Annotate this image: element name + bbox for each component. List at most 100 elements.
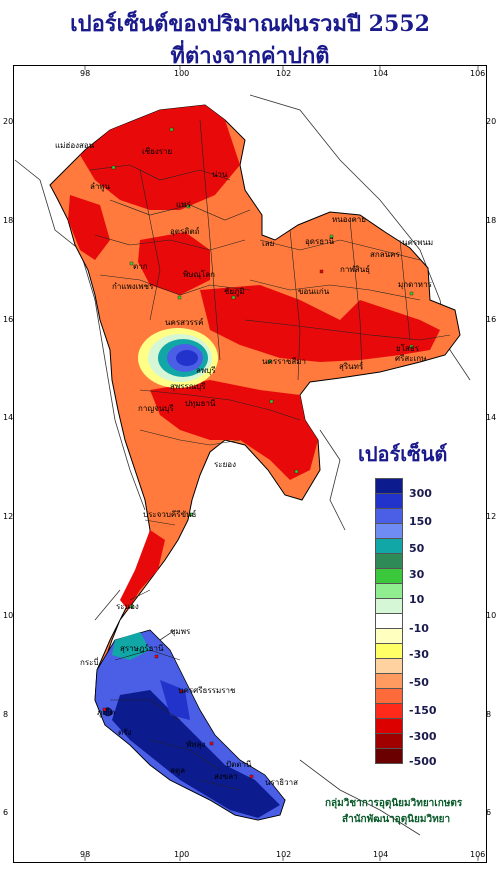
province-label: ระนอง xyxy=(116,602,139,611)
legend-swatch xyxy=(375,583,403,599)
lat-tick: 16 xyxy=(3,315,14,324)
province-label: น่าน xyxy=(212,170,228,179)
legend-swatch xyxy=(375,598,403,614)
province-label: เลย xyxy=(262,239,275,248)
province-label: อุตรดิตถ์ xyxy=(170,227,200,236)
province-label: หนองคาย xyxy=(332,215,366,224)
lon-tick: 102 xyxy=(276,69,292,78)
province-label: นครสวรรค์ xyxy=(165,318,204,327)
legend-label: -150 xyxy=(409,704,437,717)
province-label: สตูล xyxy=(170,766,185,775)
legend-swatch xyxy=(375,673,403,689)
province-label: ชุมพร xyxy=(170,627,191,636)
legend-label: -50 xyxy=(409,676,429,689)
legend-swatch xyxy=(375,538,403,554)
legend-label: -300 xyxy=(409,730,437,743)
legend-swatch xyxy=(375,523,403,539)
province-label: ชัยภูมิ xyxy=(224,287,245,296)
lon-tick: 104 xyxy=(373,850,389,859)
province-label: สุรินทร์ xyxy=(339,362,364,371)
legend-label: 150 xyxy=(409,515,432,528)
legend-swatch xyxy=(375,628,403,644)
province-label: กระบี่ xyxy=(80,658,99,667)
legend-swatch xyxy=(375,643,403,659)
legend-swatch xyxy=(375,748,403,764)
lon-tick: 106 xyxy=(470,69,486,78)
province-label: พิษณุโลก xyxy=(183,270,216,279)
lat-tick: 14 xyxy=(3,413,14,422)
legend-swatch xyxy=(375,733,403,749)
lon-tick: 100 xyxy=(174,69,190,78)
province-label: ลพบุรี xyxy=(196,366,216,375)
legend-swatch xyxy=(375,508,403,524)
lon-tick: 100 xyxy=(174,850,190,859)
lat-tick: 6 xyxy=(3,808,9,817)
province-label: ตรัง xyxy=(118,728,132,737)
province-label: อุดรธานี xyxy=(305,237,335,246)
province-label: สกลนคร xyxy=(370,250,400,259)
province-label: นราธิวาส xyxy=(265,778,299,787)
legend-label: 300 xyxy=(409,487,432,500)
credit-line2: สำนักพัฒนาอุตุนิยมวิทยา xyxy=(342,814,451,825)
legend-title: เปอร์เซ็นต์ xyxy=(358,442,448,466)
legend-label: -30 xyxy=(409,648,429,661)
lat-tick: 16 xyxy=(486,315,497,324)
province-label: ขอนแก่น xyxy=(298,287,330,296)
lon-tick: 98 xyxy=(80,850,91,859)
province-label: ยโสธร xyxy=(396,344,420,353)
province-label: มุกดาหาร xyxy=(398,280,432,289)
legend-swatch xyxy=(375,478,403,494)
province-label: ระยอง xyxy=(214,460,236,469)
province-label: ประจวบคีรีขันธ์ xyxy=(143,510,197,519)
province-label: นครราชสีมา xyxy=(262,357,306,366)
lon-tick: 104 xyxy=(373,69,389,78)
lat-tick: 18 xyxy=(3,216,14,225)
lat-tick: 20 xyxy=(3,117,14,126)
legend-label: 10 xyxy=(409,593,425,606)
legend-swatch xyxy=(375,493,403,509)
province-label: ปัตตานี xyxy=(226,760,252,769)
lat-tick: 12 xyxy=(3,512,14,521)
lat-tick: 10 xyxy=(486,611,497,620)
province-label: นครศรีธรรมราช xyxy=(178,686,236,695)
lat-tick: 10 xyxy=(3,611,14,620)
lon-tick: 102 xyxy=(276,850,292,859)
lon-tick: 106 xyxy=(470,850,486,859)
province-label: ปทุมธานี xyxy=(185,399,216,408)
legend-swatch xyxy=(375,553,403,569)
lat-tick: 8 xyxy=(486,710,492,719)
province-label: แพร่ xyxy=(176,200,191,209)
legend-label: 30 xyxy=(409,568,425,581)
lat-tick: 20 xyxy=(486,117,497,126)
legend-swatch xyxy=(375,613,403,629)
province-label: กาญจนบุรี xyxy=(138,404,174,413)
province-label: แม่ฮ่องสอน xyxy=(55,141,95,150)
lat-tick: 6 xyxy=(486,808,492,817)
province-label: สุราษฎร์ธานี xyxy=(120,644,164,653)
lat-tick: 14 xyxy=(486,413,497,422)
province-label: ตาก xyxy=(133,262,148,271)
province-label: เชียงราย xyxy=(142,147,173,156)
province-label: ศรีสะเกษ xyxy=(395,354,427,363)
map-title-line1: เปอร์เซ็นต์ของปริมาณฝนรวมปี 2552 xyxy=(70,11,430,37)
province-label: ภูเก็ต xyxy=(97,708,116,717)
province-label: สงขลา xyxy=(214,772,238,781)
legend-swatch xyxy=(375,658,403,674)
province-label: ลำพูน xyxy=(90,182,111,191)
legend-label: -500 xyxy=(409,755,437,768)
legend-swatch xyxy=(375,718,403,734)
legend-swatch xyxy=(375,688,403,704)
credit-line1: กลุ่มวิชาการอุตุนิยมวิทยาเกษตร xyxy=(325,798,463,809)
province-label: พัทลุง xyxy=(186,740,206,749)
legend-swatch xyxy=(375,568,403,584)
lat-tick: 12 xyxy=(486,512,497,521)
legend-swatch xyxy=(375,703,403,719)
legend-label: -10 xyxy=(409,622,429,635)
map-title-line2: ที่ต่างจากค่าปกติ xyxy=(170,43,330,69)
lon-tick: 98 xyxy=(80,69,91,78)
lat-tick: 8 xyxy=(3,710,9,719)
province-label: นครพนม xyxy=(402,238,434,247)
legend-label: 50 xyxy=(409,542,425,555)
province-label: กำแพงเพชร xyxy=(112,282,154,291)
